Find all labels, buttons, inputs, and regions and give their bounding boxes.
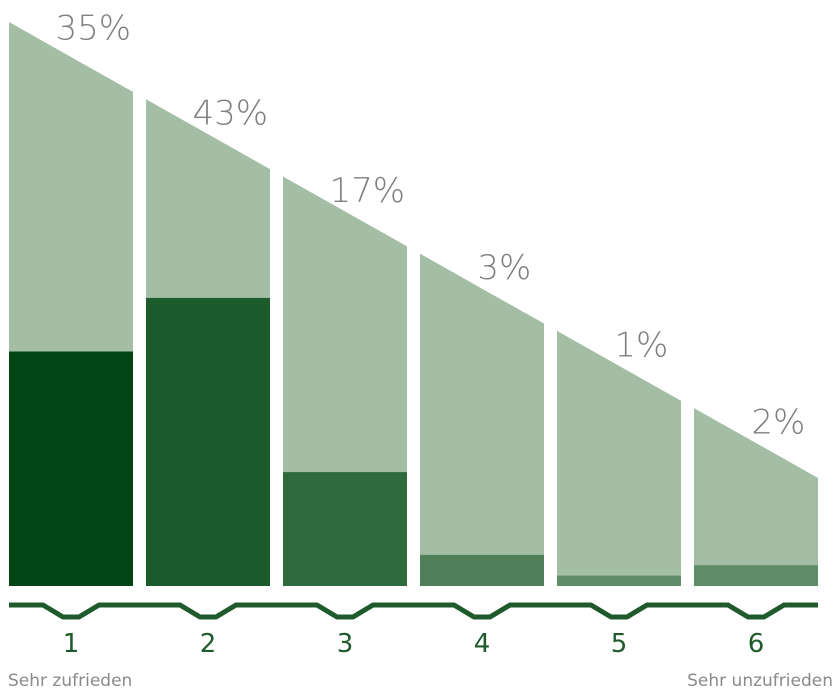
value-label-2: 43% bbox=[193, 94, 269, 134]
value-label-4: 3% bbox=[477, 248, 531, 288]
value-label-6: 2% bbox=[751, 403, 805, 443]
background-wedge-6 bbox=[694, 408, 818, 586]
bar-2 bbox=[146, 297, 270, 586]
category-label-3: 3 bbox=[337, 629, 354, 659]
bar-4 bbox=[420, 554, 544, 586]
bar-6 bbox=[694, 565, 818, 586]
scale-label-right: Sehr unzufrieden bbox=[687, 671, 833, 691]
category-label-4: 4 bbox=[474, 629, 491, 659]
bar-5 bbox=[557, 575, 681, 586]
category-label-5: 5 bbox=[611, 629, 628, 659]
background-wedge-5 bbox=[557, 330, 681, 586]
category-label-2: 2 bbox=[200, 629, 217, 659]
bar-1 bbox=[9, 351, 133, 586]
bars bbox=[9, 297, 818, 586]
value-label-1: 35% bbox=[56, 9, 132, 49]
category-label-1: 1 bbox=[63, 629, 80, 659]
value-label-5: 1% bbox=[614, 325, 668, 365]
category-label-6: 6 bbox=[748, 629, 765, 659]
value-label-3: 17% bbox=[330, 171, 406, 211]
background-wedge-4 bbox=[420, 253, 544, 586]
bar-3 bbox=[283, 472, 407, 586]
category-labels: 1 2 3 4 5 6 bbox=[63, 629, 765, 659]
value-labels: 35% 43% 17% 3% 1% 2% bbox=[56, 9, 806, 443]
scale-label-left: Sehr zufrieden bbox=[8, 671, 132, 691]
scale-axis-line bbox=[9, 602, 818, 620]
